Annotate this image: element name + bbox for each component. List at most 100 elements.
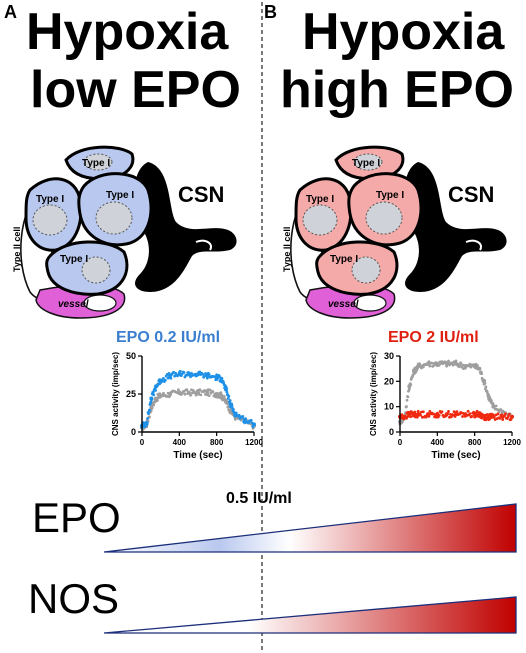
panel-a-title-line1: Hypoxia — [26, 3, 229, 61]
panel-b-title-line2: high EPO — [280, 61, 514, 119]
data-point — [213, 375, 217, 379]
data-point — [406, 395, 410, 399]
data-point — [498, 417, 502, 420]
data-point — [447, 410, 450, 413]
panel-b-title-line1: Hypoxia — [302, 3, 505, 61]
data-point — [188, 391, 192, 395]
data-point — [419, 413, 422, 417]
data-point — [440, 410, 444, 414]
csn-nerve-b — [404, 162, 507, 292]
data-point — [452, 410, 456, 414]
data-point — [211, 390, 215, 394]
data-point — [427, 414, 431, 418]
data-point — [451, 363, 455, 367]
gradient-label-nos: NOS — [28, 575, 120, 622]
data-point — [237, 413, 241, 417]
data-point — [182, 371, 186, 374]
data-point — [177, 388, 180, 392]
data-point — [233, 418, 237, 421]
data-point — [427, 360, 431, 364]
data-point — [510, 414, 514, 419]
data-point — [418, 362, 421, 366]
y-tick-label: 30 — [384, 351, 394, 361]
data-point — [199, 393, 203, 397]
y-tick-label: 20 — [384, 376, 394, 386]
data-point — [501, 418, 505, 422]
data-point — [148, 408, 151, 412]
data-point — [409, 415, 413, 418]
data-point — [507, 412, 511, 416]
data-point — [494, 404, 498, 408]
data-point — [219, 391, 223, 395]
data-point — [490, 399, 493, 403]
data-point — [185, 373, 189, 377]
x-tick-label: 0 — [140, 438, 145, 447]
data-point — [226, 396, 230, 400]
data-point — [459, 361, 463, 365]
data-point — [503, 414, 506, 418]
panel-a-letter: A — [4, 2, 17, 22]
y-tick-label: 0 — [389, 427, 394, 437]
csn-label-b: CSN — [448, 182, 494, 207]
data-point — [230, 404, 234, 408]
data-point — [413, 410, 417, 414]
type1-label-a-1: Type I — [82, 158, 110, 169]
data-point — [189, 393, 192, 397]
data-point — [453, 361, 457, 365]
data-point — [416, 366, 420, 370]
data-point — [250, 421, 254, 425]
data-point — [484, 385, 488, 389]
data-point — [480, 416, 484, 420]
data-point — [504, 412, 507, 416]
data-point — [227, 394, 231, 398]
vessel-label-a: vessel — [58, 299, 89, 310]
x-tick-label: 800 — [468, 438, 482, 447]
data-point — [449, 415, 453, 419]
data-point — [154, 389, 157, 392]
data-point — [460, 365, 463, 369]
data-point — [198, 388, 202, 391]
x-tick-label: 0 — [398, 438, 403, 447]
data-point — [207, 394, 211, 398]
data-point — [207, 373, 211, 376]
glomus-a: Type I Type I Type I Type I Type II cell… — [12, 145, 237, 319]
data-point — [509, 417, 513, 421]
data-point — [480, 372, 484, 376]
data-point — [225, 398, 228, 402]
data-point — [185, 388, 189, 392]
data-point — [232, 408, 235, 411]
data-point — [447, 359, 450, 363]
data-point — [167, 372, 171, 375]
data-point — [405, 398, 409, 402]
type2-label-b: Type II cell — [282, 227, 292, 272]
csn-nerve-a — [134, 162, 237, 292]
data-point — [213, 392, 217, 396]
x-axis-label: Time (sec) — [431, 450, 480, 461]
data-point — [453, 415, 457, 418]
nos-gradient-wedge — [103, 596, 517, 634]
data-point — [156, 399, 159, 402]
type1-label-b-3: Type I — [376, 190, 404, 201]
y-axis-label: CNS activity (imp/sec) — [111, 352, 120, 436]
data-point — [178, 369, 182, 373]
y-tick-label: 0 — [131, 427, 136, 437]
data-point — [483, 381, 487, 385]
data-point — [483, 378, 486, 382]
data-point — [496, 412, 500, 416]
data-point — [416, 409, 420, 413]
data-point — [163, 378, 167, 382]
data-point — [491, 413, 495, 417]
data-point — [219, 393, 223, 397]
data-point — [218, 375, 221, 378]
data-point — [158, 392, 162, 396]
data-point — [145, 421, 149, 425]
data-point — [468, 412, 472, 416]
data-point — [166, 376, 170, 380]
data-point — [169, 376, 173, 380]
type1-label-b-2: Type I — [306, 194, 334, 205]
data-point — [149, 400, 153, 404]
y-axis-label: CNS activity (imp/sec) — [369, 352, 378, 436]
data-point — [461, 415, 464, 418]
data-point — [196, 373, 200, 376]
data-point — [409, 383, 413, 387]
